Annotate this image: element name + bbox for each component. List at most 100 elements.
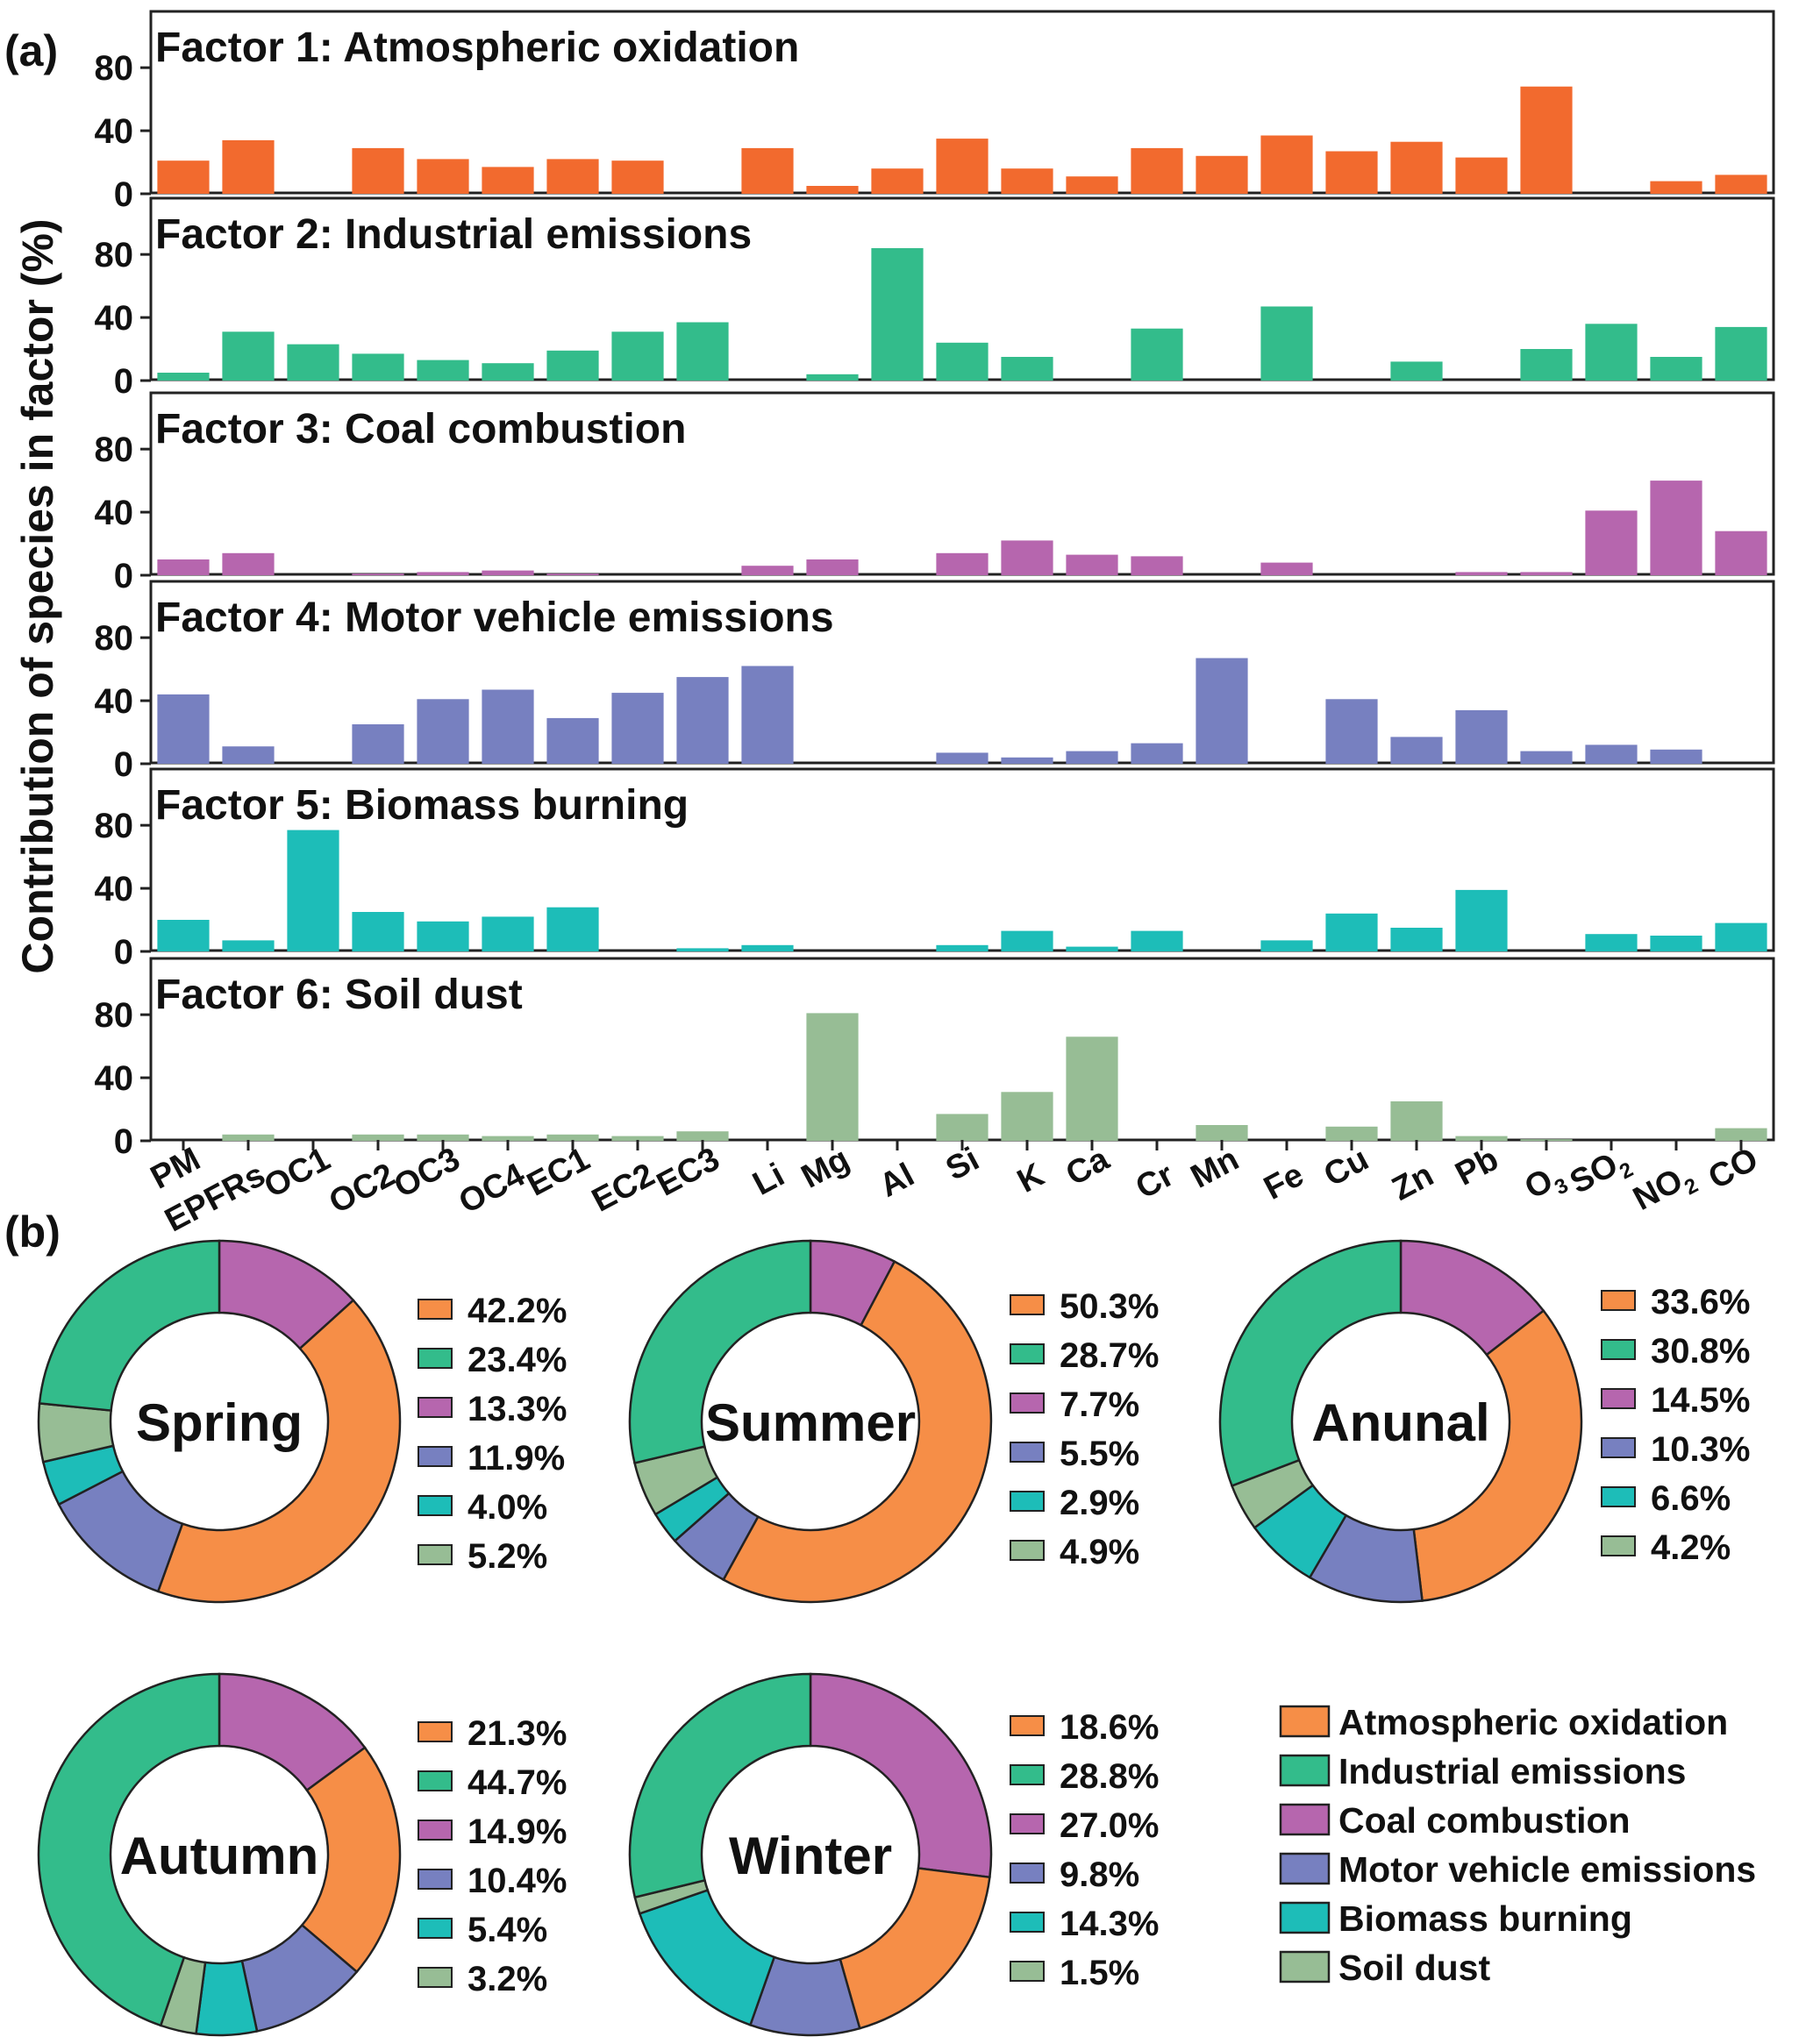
legend-value: 11.9%: [468, 1439, 565, 1478]
slice-coal-combustion: [809, 1672, 993, 1879]
legend-swatch: [418, 1397, 453, 1418]
bar-ec1: [546, 1134, 599, 1141]
bar-pb: [1455, 889, 1508, 951]
legend-value: 7.7%: [1060, 1385, 1139, 1424]
y-tick-label: 0: [114, 1122, 133, 1161]
bar-cr: [1131, 147, 1183, 194]
donut-legend-autumn: 21.3% 44.7% 14.9% 10.4% 5.4% 3.2%: [418, 1714, 567, 1998]
bar-ec3: [676, 948, 729, 951]
legend-value: 4.0%: [468, 1488, 547, 1527]
legend-swatch-coal-combustion: [1279, 1803, 1331, 1836]
legend-value: 30.8%: [1651, 1332, 1750, 1371]
bar-oc2: [352, 353, 404, 381]
legend-value: 4.9%: [1060, 1533, 1139, 1571]
bar-fe: [1260, 562, 1313, 575]
panel-label-a: (a): [4, 26, 58, 75]
bar-no2: [1650, 181, 1702, 194]
x-tick-label-cu: Cu: [1318, 1141, 1374, 1194]
legend-swatch: [418, 1869, 453, 1890]
legend-swatch-biomass-burning: [1279, 1901, 1331, 1934]
bar-li: [741, 147, 794, 194]
bar-mg: [806, 559, 859, 575]
bar-oc3: [417, 572, 469, 575]
x-tick-label-pb: Pb: [1450, 1141, 1505, 1193]
legend-value: 33.6%: [1651, 1283, 1750, 1321]
y-tick-label: 80: [95, 619, 134, 658]
legend-entry-soil-dust: Soil dust: [1338, 1948, 1490, 1988]
factor-bar-panels: 0 40 80 Factor 1: Atmospheric oxidation 0 40 8…: [95, 10, 1775, 1161]
legend-value: 23.4%: [468, 1341, 567, 1379]
bar-epfrs: [222, 331, 275, 381]
bar-si: [936, 1114, 989, 1141]
legend-swatch: [418, 1918, 453, 1939]
bar-oc2: [352, 573, 404, 575]
legend-swatch: [418, 1544, 453, 1565]
factor-panel-1: 0 40 80 Factor 1: Atmospheric oxidation: [95, 10, 1775, 214]
bar-zn: [1390, 361, 1443, 381]
donut-spring: Spring 42.2% 23.4% 13.3% 11.9% 4.0% 5.2%: [37, 1239, 567, 1604]
y-axis-label: Contribution of species in factor (%): [13, 218, 62, 973]
donut-summer: Summer 50.3% 28.7% 7.7% 5.5% 2.9% 4.9%: [628, 1239, 1159, 1604]
y-tick-label: 40: [95, 870, 134, 908]
legend-swatch: [418, 1967, 453, 1988]
bar-cu: [1325, 1126, 1378, 1141]
bar-ec3: [676, 322, 729, 381]
bar-k: [1001, 168, 1053, 194]
x-tick-label-oc4: OC4: [453, 1157, 532, 1221]
y-tick-label: 40: [95, 112, 134, 151]
bar-o3: [1520, 86, 1573, 194]
bar-zn: [1390, 737, 1443, 764]
legend-value: 13.3%: [468, 1390, 567, 1428]
bar-so2: [1585, 744, 1638, 764]
y-tick-label: 80: [95, 236, 134, 274]
slice-industrial-emissions: [38, 1239, 221, 1412]
bar-k: [1001, 357, 1053, 381]
donut-autumn: Autumn 21.3% 44.7% 14.9% 10.4% 5.4% 3.2%: [37, 1672, 567, 2037]
donut-legend-anunal: 33.6% 30.8% 14.5% 10.3% 6.6% 4.2%: [1601, 1283, 1750, 1567]
donut-winter: Winter 18.6% 28.8% 27.0% 9.8% 14.3% 1.5%: [628, 1672, 1159, 2037]
bar-oc1: [287, 344, 339, 381]
x-tick-label-oc2: OC2: [324, 1157, 402, 1221]
donut-label: Spring: [136, 1393, 303, 1452]
bar-o3: [1520, 572, 1573, 575]
bar-li: [741, 566, 794, 575]
donut-legend-winter: 18.6% 28.8% 27.0% 9.8% 14.3% 1.5%: [1010, 1708, 1159, 1992]
bar-co: [1715, 1128, 1767, 1141]
bar-zn: [1390, 141, 1443, 194]
slice-atmospheric-oxidation: [722, 1259, 993, 1604]
bar-cu: [1325, 913, 1378, 951]
legend-value: 3.2%: [468, 1960, 547, 1998]
bar-pm: [157, 160, 210, 194]
y-tick-label: 40: [95, 682, 134, 721]
legend-swatch: [418, 1770, 453, 1791]
legend-value: 1.5%: [1060, 1954, 1139, 1992]
legend-swatch: [418, 1495, 453, 1516]
bar-mn: [1196, 1125, 1248, 1141]
y-tick-label: 80: [95, 49, 134, 88]
bar-oc3: [417, 921, 469, 951]
bar-oc4: [482, 167, 534, 194]
y-tick-label: 0: [114, 557, 133, 595]
factor-title: Factor 4: Motor vehicle emissions: [155, 595, 834, 641]
y-tick-label: 0: [114, 175, 133, 214]
x-tick-label-fe: Fe: [1258, 1157, 1310, 1207]
bar-al: [871, 168, 924, 194]
bar-fe: [1260, 135, 1313, 194]
season-donut-charts: Spring 42.2% 23.4% 13.3% 11.9% 4.0% 5.2% Summer…: [37, 1239, 1750, 2037]
bar-co: [1715, 922, 1767, 951]
x-tick-label-ec1: EC1: [521, 1141, 596, 1204]
x-tick-label-subscript: 2: [1681, 1173, 1702, 1200]
bar-oc3: [417, 159, 469, 194]
bar-ec2: [611, 693, 664, 764]
legend-value: 6.6%: [1651, 1479, 1731, 1518]
x-tick-label-subscript: 2: [1616, 1157, 1637, 1184]
legend-swatch: [418, 1820, 453, 1841]
slice-atmospheric-oxidation: [156, 1299, 402, 1604]
y-tick-label: 0: [114, 933, 133, 972]
bar-ec3: [676, 677, 729, 764]
legend-swatch: [1601, 1388, 1636, 1409]
bar-pm: [157, 373, 210, 381]
factor-title: Factor 6: Soil dust: [155, 972, 523, 1018]
bar-so2: [1585, 934, 1638, 951]
legend-swatch: [1010, 1491, 1045, 1512]
